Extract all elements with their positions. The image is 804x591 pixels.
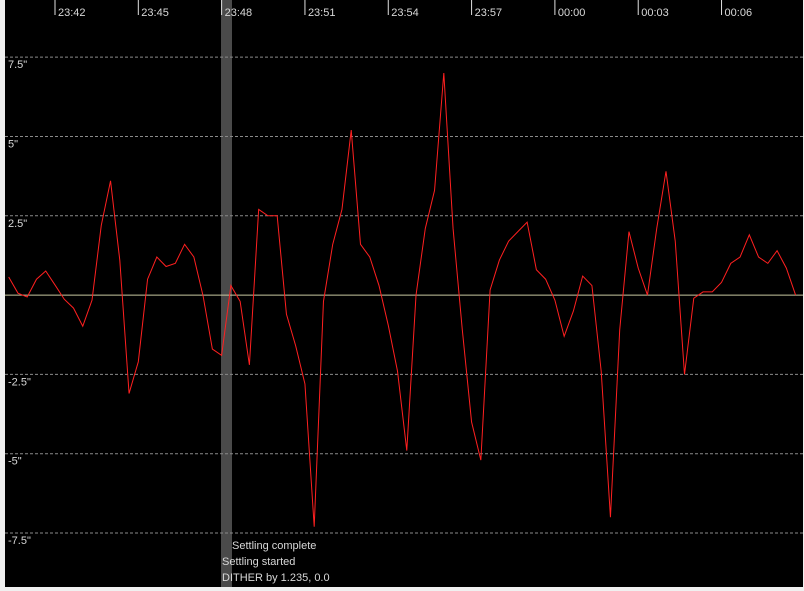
- x-tick-label: 23:42: [58, 7, 86, 19]
- dither-band: [221, 0, 232, 587]
- y-tick-label: 5": [8, 138, 18, 150]
- x-tick-label: 00:03: [641, 7, 669, 19]
- y-tick-label: 7.5": [8, 59, 27, 71]
- y-tick-label: -2.5": [8, 376, 31, 388]
- x-tick-label: 23:57: [475, 7, 503, 19]
- annotation: Settling started: [222, 556, 295, 568]
- y-tick-label: 2.5": [8, 218, 27, 230]
- annotation: DITHER by 1.235, 0.0: [222, 572, 330, 584]
- x-tick-label: 23:51: [308, 7, 336, 19]
- x-tick-label: 00:06: [725, 7, 753, 19]
- y-tick-label: -7.5": [8, 535, 31, 547]
- x-tick-label: 23:54: [391, 7, 419, 19]
- x-tick-label: 23:48: [225, 7, 253, 19]
- x-tick-label: 23:45: [141, 7, 169, 19]
- plot-area: [5, 0, 803, 587]
- guide-line: [8, 72, 797, 527]
- annotation: Settling complete: [232, 540, 316, 552]
- x-tick-label: 00:00: [558, 7, 586, 19]
- y-tick-label: -5": [8, 456, 22, 468]
